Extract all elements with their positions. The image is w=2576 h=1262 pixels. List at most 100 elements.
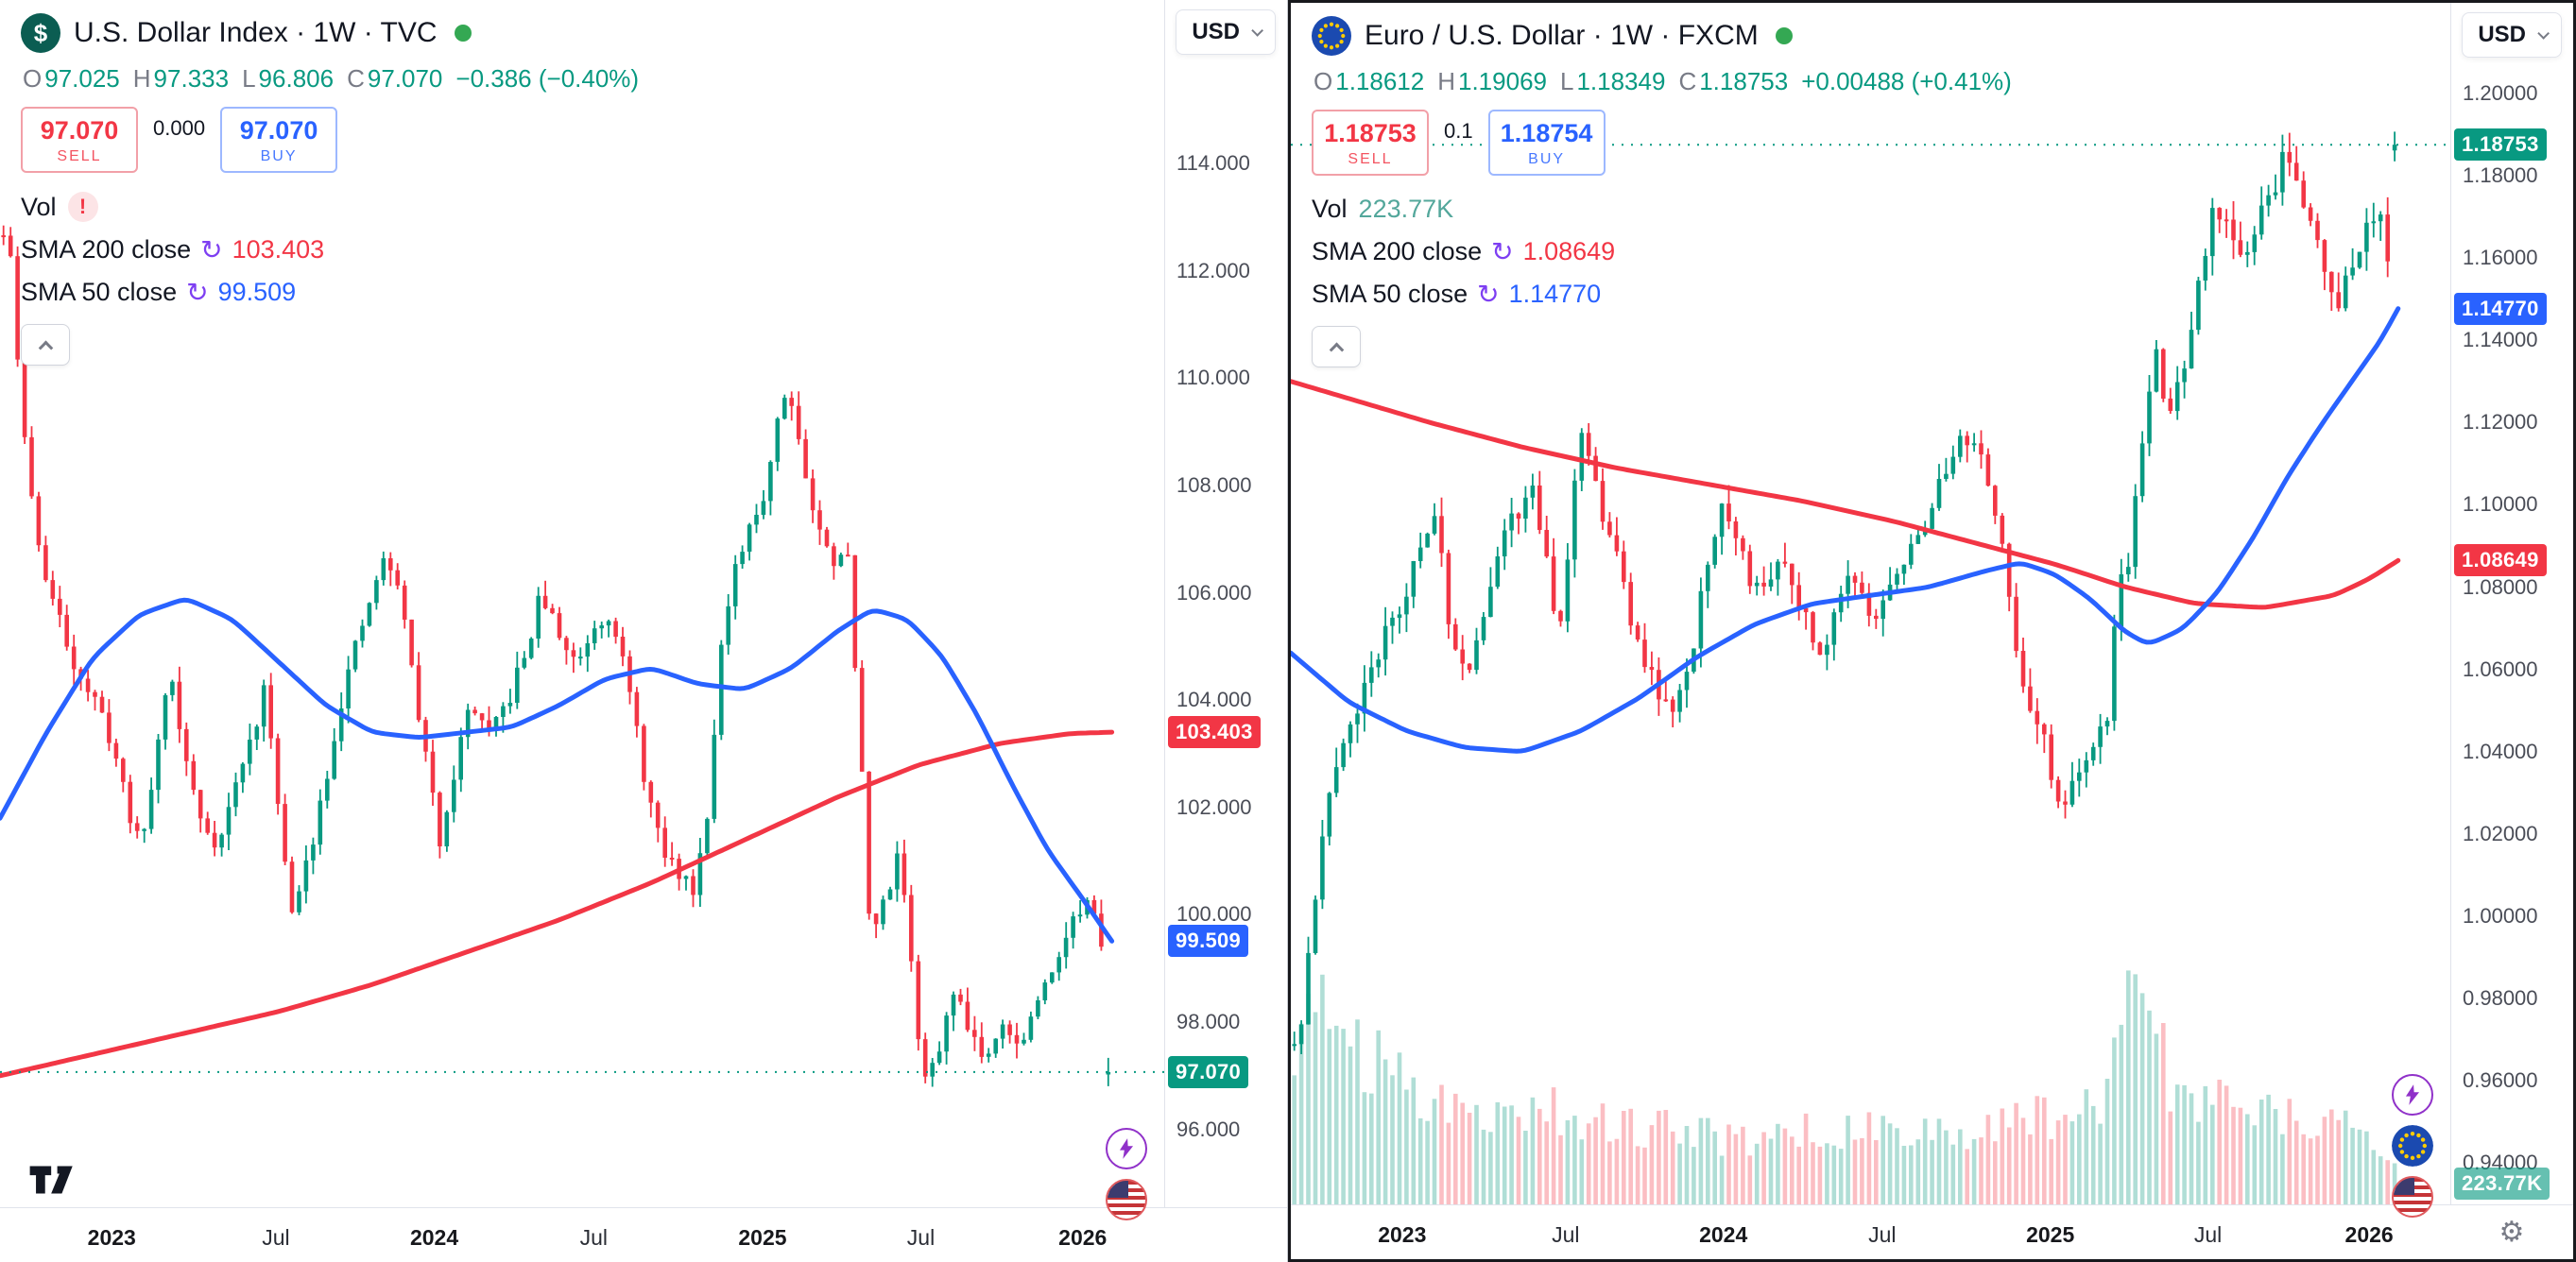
price-tick-label: 102.000 xyxy=(1176,794,1252,819)
currency-dropdown[interactable]: USD xyxy=(1176,9,1276,55)
price-tick-label: 1.16000 xyxy=(2463,246,2538,270)
buy-label: BUY xyxy=(260,148,298,164)
volume-legend[interactable]: Vol 223.77K xyxy=(1312,195,2012,224)
symbol-title[interactable]: Euro / U.S. Dollar · 1W · FXCM xyxy=(1365,20,1759,51)
candlestick-chart-eurusd[interactable] xyxy=(1291,3,2450,1204)
currency-value: USD xyxy=(2478,22,2526,47)
price-tick-label: 112.000 xyxy=(1176,258,1250,282)
price-tick-label: 110.000 xyxy=(1176,366,1250,390)
sma200-label: SMA 200 close xyxy=(1312,237,1483,265)
sma50-label: SMA 50 close xyxy=(21,278,178,306)
buy-button[interactable]: 97.070 BUY xyxy=(220,107,338,173)
time-tick-label: 2026 xyxy=(1058,1225,1108,1250)
sma50-label: SMA 50 close xyxy=(1312,280,1468,308)
high-value: 97.333 xyxy=(153,64,230,93)
sell-label: SELL xyxy=(57,148,102,164)
low-value: 1.18349 xyxy=(1576,67,1666,95)
sell-label: SELL xyxy=(1348,151,1393,167)
price-badge: 1.08649 xyxy=(2454,544,2547,577)
time-axis[interactable]: 2023 Jul 2024 Jul 2025 Jul 2026 xyxy=(1291,1204,2450,1259)
volume-legend[interactable]: Vol ! xyxy=(21,192,639,222)
volume-label: Vol xyxy=(1312,195,1348,223)
sma50-legend[interactable]: SMA 50 close ↻ 1.14770 xyxy=(1312,280,2012,309)
tradingview-logo[interactable] xyxy=(28,1164,83,1196)
open-label: O xyxy=(23,64,43,93)
time-tick-label: Jul xyxy=(1552,1222,1580,1247)
close-value: 1.18753 xyxy=(1699,67,1789,95)
time-tick-label: 2023 xyxy=(87,1225,136,1250)
price-scale[interactable]: 114.000 112.000 110.000 108.000 106.000 104.0… xyxy=(1164,0,1287,1207)
price-tick-label: 1.02000 xyxy=(2463,821,2538,845)
high-label: H xyxy=(132,64,151,93)
sma200-legend[interactable]: SMA 200 close ↻ 1.08649 xyxy=(1312,237,2012,266)
price-tick-label: 104.000 xyxy=(1176,688,1252,712)
currency-dropdown[interactable]: USD xyxy=(2462,12,2562,58)
price-tick-label: 1.10000 xyxy=(2463,492,2538,517)
sell-button[interactable]: 1.18753 SELL xyxy=(1312,110,1429,176)
ohlc-readout: O 97.025 H 97.333 L 96.806 C 97.070 −0.386 (… xyxy=(21,64,639,94)
time-tick-label: 2025 xyxy=(2026,1222,2075,1247)
volume-value: 223.77K xyxy=(1358,195,1454,223)
sma50-legend[interactable]: SMA 50 close ↻ 99.509 xyxy=(21,278,639,307)
volume-bars xyxy=(1292,970,2397,1204)
price-tick-label: 100.000 xyxy=(1176,902,1252,927)
price-badge: 1.18753 xyxy=(2454,128,2547,162)
price-badge: 103.403 xyxy=(1168,716,1261,749)
price-tick-label: 0.96000 xyxy=(2463,1068,2538,1093)
sync-icon: ↻ xyxy=(186,277,209,307)
settings-gear-icon[interactable]: ⚙ xyxy=(2499,1217,2525,1248)
eu-flag-icon[interactable] xyxy=(2392,1125,2433,1167)
sma200-legend[interactable]: SMA 200 close ↻ 103.403 xyxy=(21,235,639,264)
sync-icon: ↻ xyxy=(1477,279,1500,309)
price-tick-label: 96.000 xyxy=(1176,1117,1241,1141)
time-axis[interactable]: 2023 Jul 2024 Jul 2025 Jul 2026 xyxy=(0,1207,1164,1262)
time-tick-label: Jul xyxy=(1868,1222,1897,1247)
sma50-line xyxy=(1291,306,2401,754)
volume-label: Vol xyxy=(21,192,57,221)
candles xyxy=(1292,131,2397,1054)
time-tick-label: 2025 xyxy=(738,1225,787,1250)
price-tick-label: 1.14000 xyxy=(2463,328,2538,352)
chart-panel-eurusd: 1.20000 1.18000 1.16000 1.14000 1.12000 1.100… xyxy=(1288,0,2576,1262)
lightning-icon[interactable] xyxy=(1106,1128,1147,1169)
sell-button[interactable]: 97.070 SELL xyxy=(21,107,138,173)
sell-price: 1.18753 xyxy=(1324,119,1417,147)
lightning-icon[interactable] xyxy=(2392,1074,2433,1116)
price-tick-label: 0.98000 xyxy=(2463,986,2538,1011)
sync-icon: ↻ xyxy=(200,234,223,264)
chevron-down-icon xyxy=(2537,26,2550,40)
time-tick-label: Jul xyxy=(906,1225,936,1250)
open-label: O xyxy=(1314,67,1333,95)
price-tick-label: 1.00000 xyxy=(2463,904,2538,929)
time-tick-label: Jul xyxy=(579,1225,609,1250)
symbol-title[interactable]: U.S. Dollar Index · 1W · TVC xyxy=(74,17,438,48)
sell-price: 97.070 xyxy=(40,116,119,145)
chart-legend: $ U.S. Dollar Index · 1W · TVC O 97.025 H… xyxy=(0,0,639,366)
time-tick-label: 2026 xyxy=(2344,1222,2394,1247)
price-tick-label: 1.04000 xyxy=(2463,739,2538,763)
chevron-down-icon xyxy=(1251,24,1263,37)
market-open-dot xyxy=(454,25,472,42)
us-flag-icon[interactable] xyxy=(2392,1176,2433,1218)
axis-corner: ⚙ xyxy=(2450,1204,2573,1259)
time-tick-label: Jul xyxy=(2193,1222,2223,1247)
buy-button[interactable]: 1.18754 BUY xyxy=(1487,110,1606,176)
price-scale[interactable]: 1.20000 1.18000 1.16000 1.14000 1.12000 1.100… xyxy=(2450,3,2573,1204)
candles xyxy=(1,225,1111,1087)
price-tick-label: 108.000 xyxy=(1176,473,1252,498)
change-value: −0.386 (−0.40%) xyxy=(455,64,640,93)
collapse-legend-button[interactable] xyxy=(1312,326,1361,367)
price-tick-label: 106.000 xyxy=(1176,580,1252,605)
close-value: 97.070 xyxy=(367,64,443,93)
collapse-legend-button[interactable] xyxy=(21,324,70,366)
sma200-label: SMA 200 close xyxy=(21,235,192,264)
open-value: 97.025 xyxy=(44,64,120,93)
spread-value: 0.1 xyxy=(1444,119,1473,143)
sma50-line xyxy=(0,597,1115,944)
us-flag-icon[interactable] xyxy=(1106,1179,1147,1220)
buy-label: BUY xyxy=(1528,151,1566,167)
chevron-up-icon xyxy=(1329,342,1344,357)
candlestick-chart-dxy[interactable] xyxy=(0,0,1164,1207)
low-label: L xyxy=(1559,67,1574,95)
